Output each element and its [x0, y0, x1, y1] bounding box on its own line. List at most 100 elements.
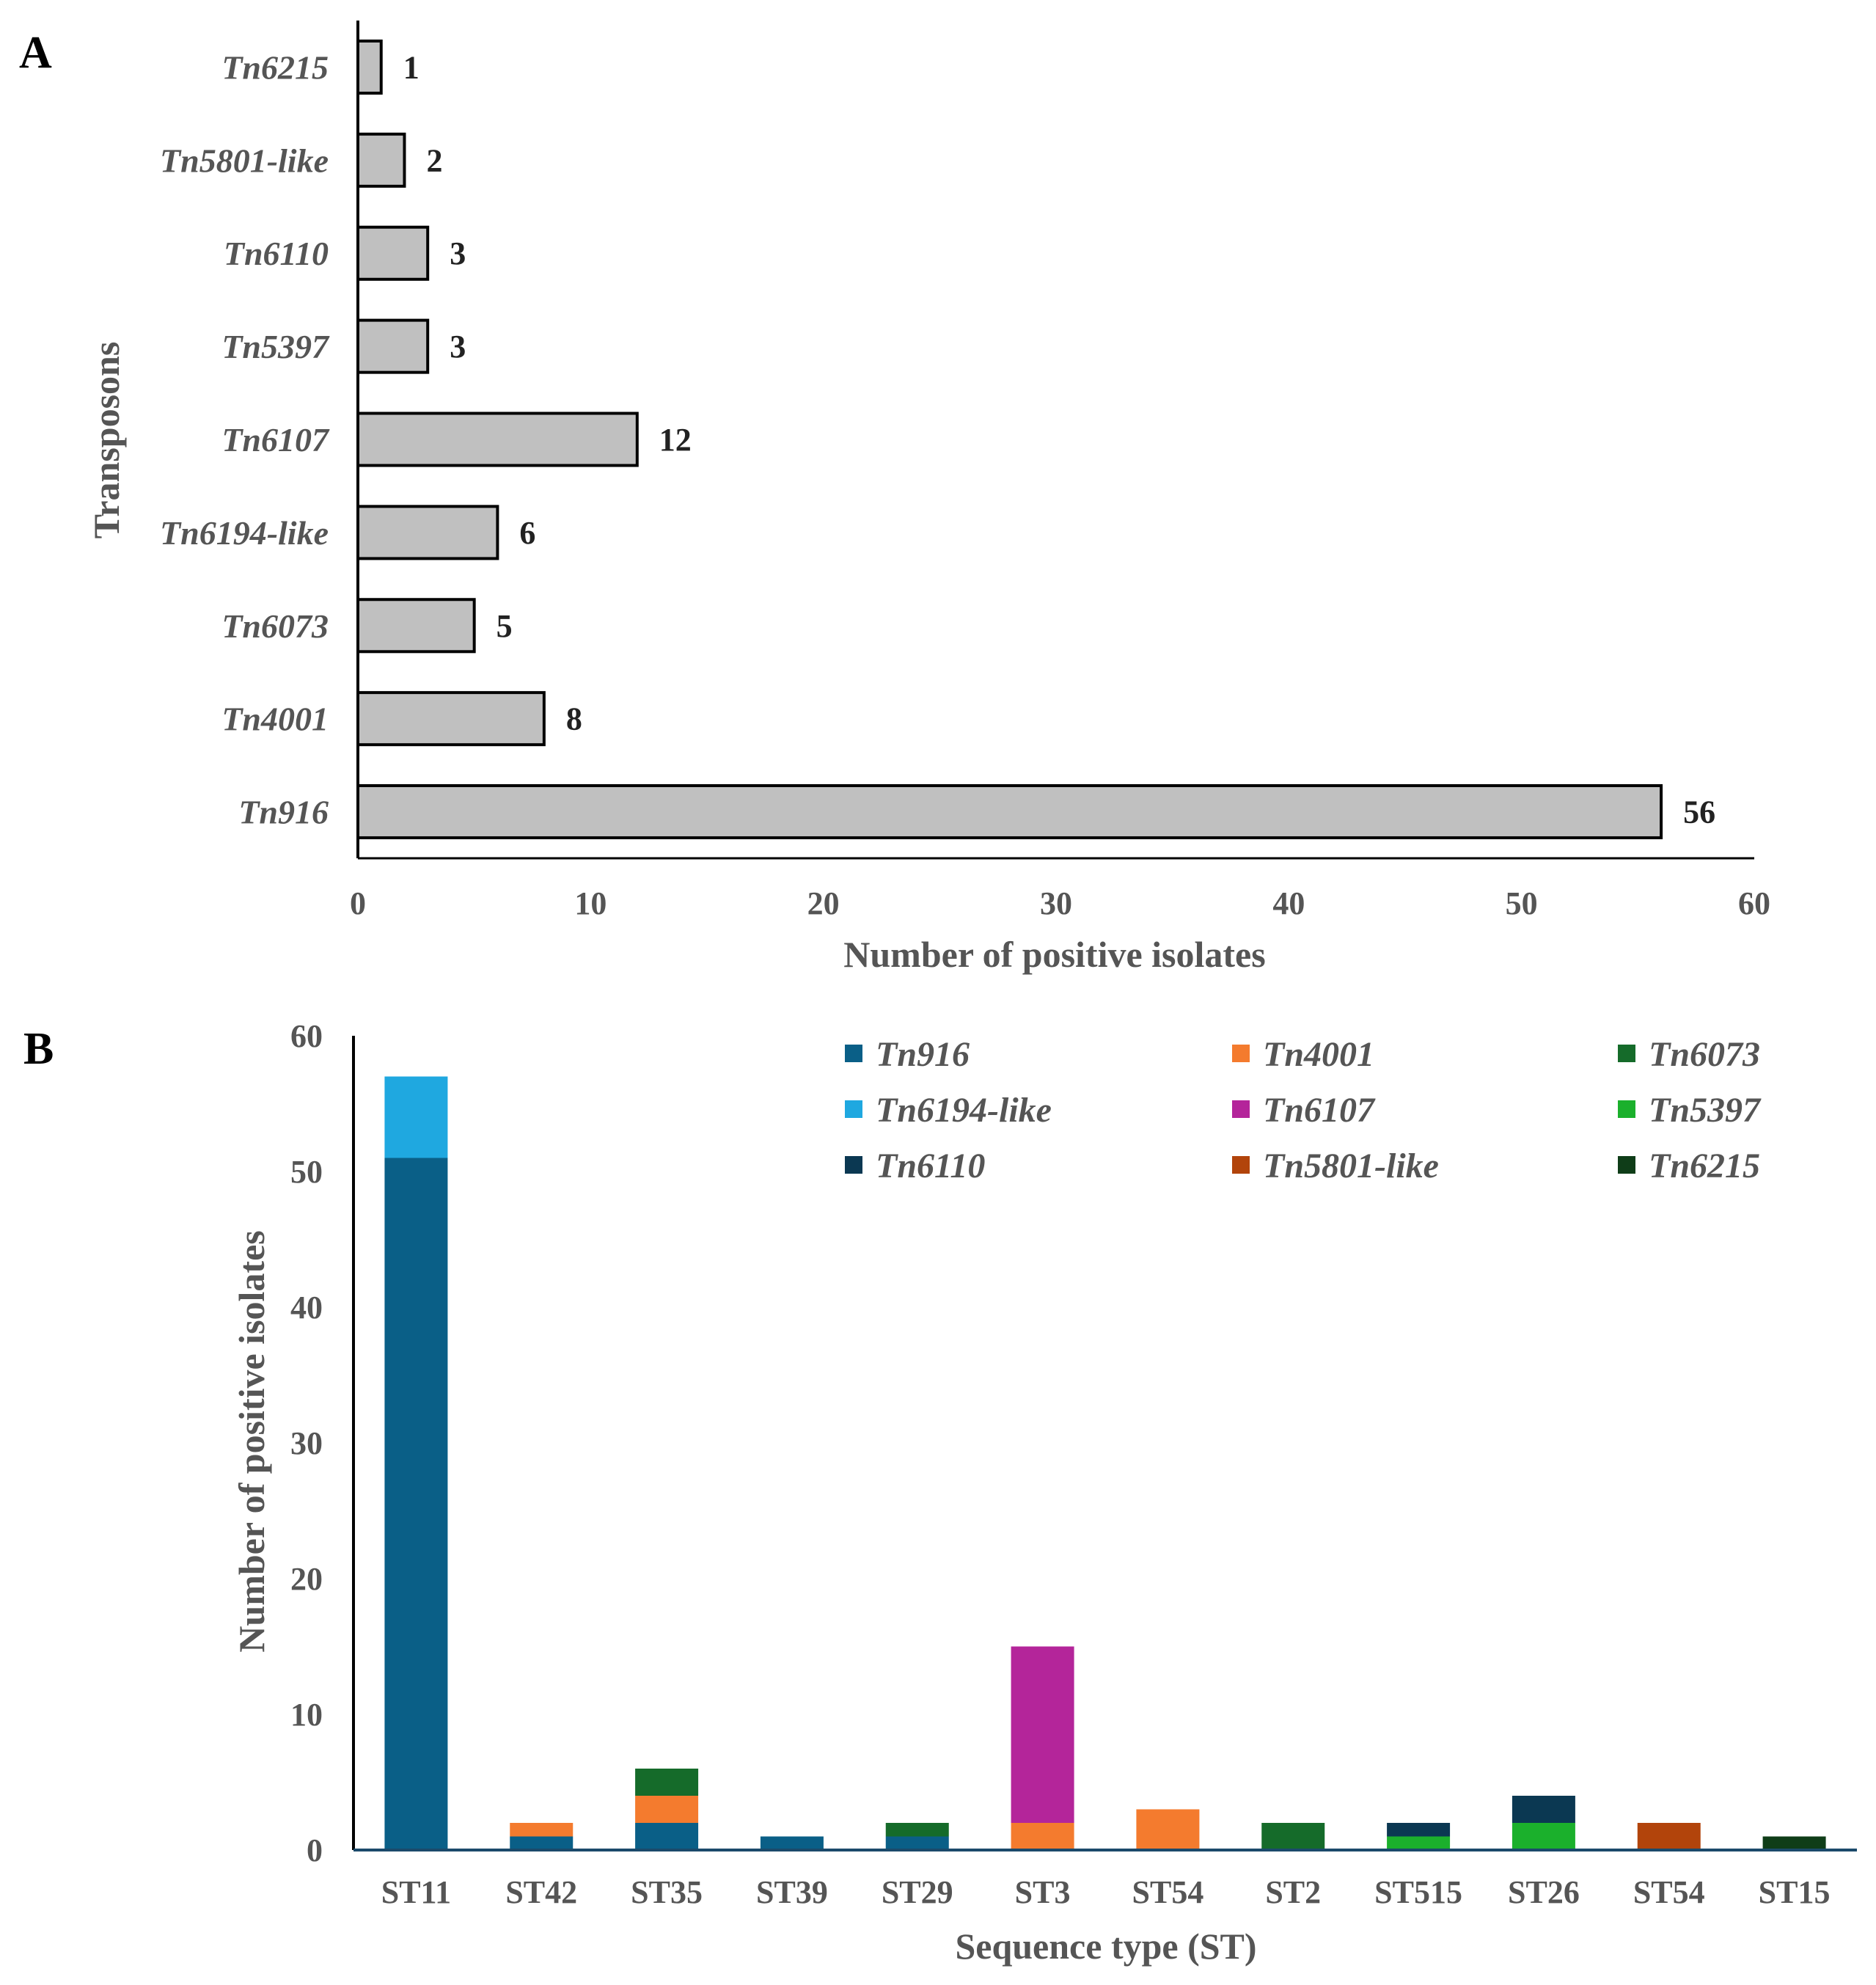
panel-b-category-label-st54: ST54	[1132, 1874, 1204, 1910]
panel-b-y-tick-label: 20	[290, 1561, 323, 1597]
panel-b-bar-st42-2-tn4001	[510, 1823, 574, 1837]
panel-b-bar-st26-10-tn6110	[1512, 1796, 1575, 1823]
panel-a-category-label-tn6215: Tn6215	[221, 48, 329, 86]
panel-a-category-label-tn6110: Tn6110	[224, 235, 329, 272]
panel-a-x-tick-label: 10	[574, 885, 607, 921]
panel-b-bar-st35-3-tn6073	[635, 1769, 699, 1796]
panel-b-category-label-st515: ST515	[1374, 1874, 1462, 1910]
panel-b-category-label-st39: ST39	[756, 1874, 828, 1910]
legend-label-tn6194-like: Tn6194-like	[876, 1091, 1052, 1130]
legend-swatch-tn916	[845, 1045, 862, 1062]
panel-a-bar-tn6194-like	[356, 505, 499, 560]
panel-b-category-label-st54: ST54	[1633, 1874, 1705, 1910]
panel-a-bar-tn916	[356, 784, 1663, 840]
panel-a-letter: A	[19, 28, 52, 78]
panel-b-y-tick-label: 50	[290, 1154, 323, 1190]
panel-a-value-label-tn6215: 1	[403, 49, 419, 85]
panel-b-category-label-st2: ST2	[1265, 1874, 1321, 1910]
panel-a-bar-tn6215	[356, 39, 383, 95]
legend-swatch-tn6110	[845, 1156, 862, 1174]
panel-a-bar-tn5801-like	[356, 132, 406, 188]
panel-a-value-label-tn6110: 3	[450, 235, 466, 271]
panel-b-bar-st11-1-tn916	[384, 1158, 448, 1850]
panel-b-bar-st515-9-tn6110	[1387, 1823, 1451, 1837]
legend-label-tn6073: Tn6073	[1649, 1035, 1760, 1074]
panel-a-value-label-tn5801-like: 2	[426, 142, 442, 178]
panel-a-x-tick-label: 60	[1738, 885, 1770, 921]
panel-b-bar-st3-6-tn4001	[1011, 1823, 1074, 1850]
legend-swatch-tn6107	[1232, 1100, 1250, 1118]
panel-b-category-label-st35: ST35	[631, 1874, 703, 1910]
legend-swatch-tn4001	[1232, 1045, 1250, 1062]
panel-a-bar-tn6073	[356, 598, 476, 654]
panel-b-bar-st54-11-tn5801-like	[1637, 1823, 1701, 1850]
panel-a-value-label-tn5397: 3	[450, 329, 466, 365]
panel-a-value-label-tn6107: 12	[659, 422, 692, 458]
panel-b-x-axis-title: Sequence type (ST)	[955, 1926, 1256, 1967]
panel-a-bar-tn6110	[356, 225, 430, 281]
panel-a-x-tick-label: 50	[1506, 885, 1538, 921]
panel-a-value-label-tn4001: 8	[566, 701, 582, 737]
panel-a-y-axis-title: Transposons	[86, 342, 127, 539]
panel-b-y-tick-label: 60	[290, 1018, 323, 1054]
panel-a-category-label-tn6194-like: Tn6194-like	[160, 514, 329, 552]
panel-b-bar-st39-4-tn916	[760, 1836, 824, 1850]
panel-a-x-tick-label: 40	[1272, 885, 1305, 921]
panel-b-bar-st515-9-tn5397	[1387, 1836, 1451, 1850]
panel-a-value-label-tn916: 56	[1683, 794, 1715, 830]
panel-b-y-axis-title: Number of positive isolates	[231, 1230, 272, 1652]
panel-a-bar-tn6107	[356, 412, 639, 467]
panel-b-bar-st15-12-tn6215	[1762, 1836, 1826, 1850]
panel-a-value-label-tn6194-like: 6	[519, 515, 535, 551]
panel-a-category-label-tn6073: Tn6073	[221, 607, 329, 645]
panel-a-category-label-tn5801-like: Tn5801-like	[160, 142, 329, 179]
legend-label-tn6107: Tn6107	[1263, 1091, 1376, 1130]
panel-a-bar-tn5397	[356, 318, 430, 374]
legend-label-tn916: Tn916	[876, 1035, 970, 1074]
panel-b-bar-st35-3-tn916	[635, 1823, 699, 1850]
panel-b-y-tick-label: 40	[290, 1290, 323, 1326]
panel-a-category-label-tn6107: Tn6107	[221, 421, 330, 458]
panel-b-category-label-st42: ST42	[505, 1874, 577, 1910]
panel-b-bar-st54-7-tn4001	[1136, 1809, 1200, 1850]
legend-swatch-tn6215	[1618, 1156, 1635, 1174]
panel-a-x-tick-label: 20	[807, 885, 840, 921]
panel-b-bar-st2-8-tn6073	[1261, 1823, 1325, 1850]
panel-a-category-label-tn916: Tn916	[238, 794, 329, 831]
panel-b-bar-st35-3-tn4001	[635, 1796, 699, 1823]
legend-label-tn5397: Tn5397	[1649, 1091, 1762, 1130]
panel-a-x-tick-label: 30	[1040, 885, 1072, 921]
panel-b-category-label-st29: ST29	[882, 1874, 953, 1910]
panel-a-value-label-tn6073: 5	[497, 608, 513, 644]
panel-b-y-tick-label: 30	[290, 1425, 323, 1461]
panel-b-category-label-st26: ST26	[1508, 1874, 1580, 1910]
panel-b-category-label-st3: ST3	[1015, 1874, 1071, 1910]
panel-b-chart: ST11 ST42 ST35 ST39 ST29 ST3 ST54 ST2 ST515 ST26 S…	[231, 1018, 1857, 1967]
panel-b-category-label-st15: ST15	[1759, 1874, 1831, 1910]
panel-b-category-label-st11: ST11	[381, 1874, 451, 1910]
panel-b-bar-st29-5-tn916	[885, 1836, 949, 1850]
panel-b-bar-st11-1-tn6194-like	[384, 1076, 448, 1158]
legend-swatch-tn5801-like	[1232, 1156, 1250, 1174]
legend-swatch-tn6073	[1618, 1045, 1635, 1062]
legend-label-tn6110: Tn6110	[876, 1147, 985, 1185]
panel-b-bar-st3-6-tn6107	[1011, 1646, 1074, 1823]
panel-a-x-tick-label: 0	[350, 885, 366, 921]
legend-label-tn4001: Tn4001	[1263, 1035, 1374, 1074]
panel-a-category-label-tn5397: Tn5397	[221, 328, 330, 365]
legend-label-tn6215: Tn6215	[1649, 1147, 1760, 1185]
panel-b-bar-st26-10-tn5397	[1512, 1823, 1575, 1850]
panel-b-y-tick-label: 10	[290, 1697, 323, 1733]
panel-b-y-tick-label: 0	[307, 1832, 323, 1868]
legend-swatch-tn6194-like	[845, 1100, 862, 1118]
panel-a-bar-tn4001	[356, 691, 546, 747]
legend-label-tn5801-like: Tn5801-like	[1263, 1147, 1439, 1185]
panel-a-category-label-tn4001: Tn4001	[221, 701, 329, 738]
legend-swatch-tn5397	[1618, 1100, 1635, 1118]
panel-a-x-axis-title: Number of positive isolates	[843, 934, 1265, 975]
panel-b-bar-st42-2-tn916	[510, 1836, 574, 1850]
panel-b-bar-st29-5-tn6073	[885, 1823, 949, 1837]
